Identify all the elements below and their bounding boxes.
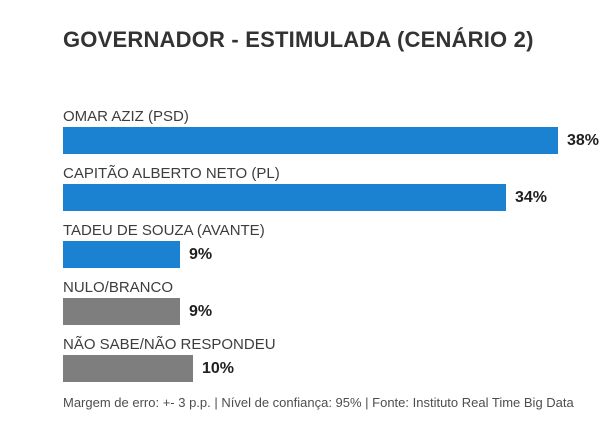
bar-row: TADEU DE SOUZA (AVANTE) 9% <box>63 221 604 268</box>
chart-footnote: Margem de erro: +- 3 p.p. | Nível de con… <box>63 395 574 410</box>
bar <box>63 184 506 211</box>
bar-row: CAPITÃO ALBERTO NETO (PL) 34% <box>63 164 604 211</box>
value-label: 9% <box>189 302 213 320</box>
bar <box>63 241 180 268</box>
category-label: OMAR AZIZ (PSD) <box>63 108 189 125</box>
bar-chart: OMAR AZIZ (PSD) 38% CAPITÃO ALBERTO NETO… <box>63 107 604 382</box>
category-label: NÃO SABE/NÃO RESPONDEU <box>63 336 276 353</box>
value-label: 34% <box>515 188 548 206</box>
category-label: TADEU DE SOUZA (AVANTE) <box>63 222 265 239</box>
chart-title: GOVERNADOR - ESTIMULADA (CENÁRIO 2) <box>63 27 534 52</box>
bar-line: 34% <box>63 184 604 211</box>
bar-row: NULO/BRANCO 9% <box>63 278 604 325</box>
bar-line: 10% <box>63 355 604 382</box>
bar-line: 38% <box>63 127 604 154</box>
bar-row: NÃO SABE/NÃO RESPONDEU 10% <box>63 335 604 382</box>
bar-line: 9% <box>63 241 604 268</box>
bar-row: OMAR AZIZ (PSD) 38% <box>63 107 604 154</box>
value-label: 9% <box>189 245 213 263</box>
bar <box>63 127 558 154</box>
value-label: 38% <box>567 131 600 149</box>
category-label: CAPITÃO ALBERTO NETO (PL) <box>63 165 280 182</box>
bar <box>63 355 193 382</box>
bar <box>63 298 180 325</box>
category-label: NULO/BRANCO <box>63 279 174 296</box>
bar-line: 9% <box>63 298 604 325</box>
value-label: 10% <box>202 359 235 377</box>
